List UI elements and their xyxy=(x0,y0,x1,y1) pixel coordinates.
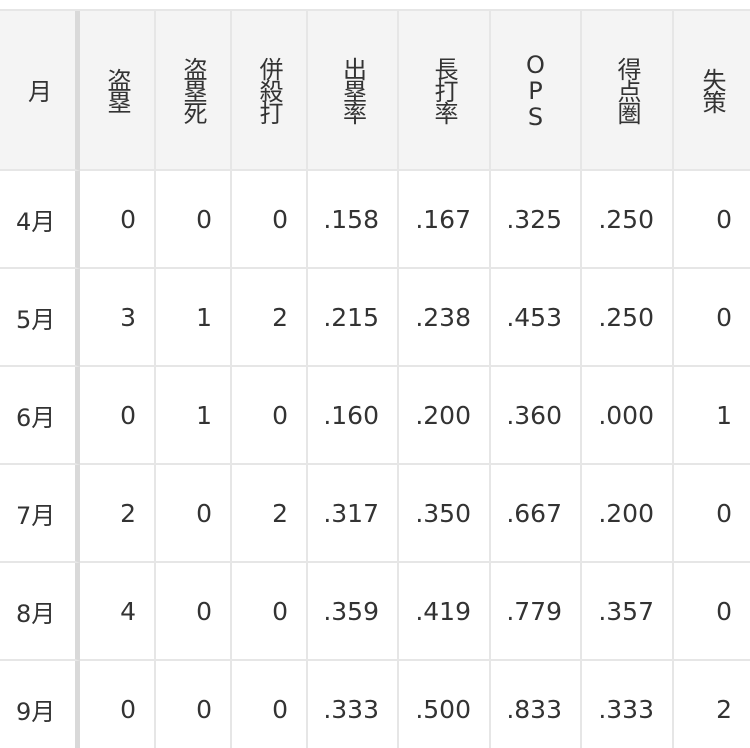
value-cell-text: 0 xyxy=(674,171,750,269)
value-cell-text: 0 xyxy=(232,661,308,748)
value-cell-text: .000 xyxy=(582,367,674,465)
value-cell-text: .350 xyxy=(399,465,491,563)
value-cell-text: .419 xyxy=(399,563,491,661)
value-cell-text: .200 xyxy=(399,367,491,465)
header-cell-text: 得点圏 xyxy=(613,57,641,123)
value-cell-text: 1 xyxy=(156,269,232,367)
value-cell-text: 0 xyxy=(80,661,156,748)
month-cell-text: 4月 xyxy=(0,171,80,269)
month-cell-text: 9月 xyxy=(0,661,80,748)
table-top-border xyxy=(0,9,750,11)
header-cell-text: 出塁率 xyxy=(338,57,367,123)
value-cell-text: .215 xyxy=(308,269,399,367)
value-cell-text: .238 xyxy=(399,269,491,367)
value-cell-text: 2 xyxy=(232,269,308,367)
value-cell-text: .779 xyxy=(491,563,582,661)
value-cell-text: .200 xyxy=(582,465,674,563)
value-cell-text: 0 xyxy=(232,563,308,661)
header-cell: 併殺打 xyxy=(232,11,308,171)
value-cell-text: 0 xyxy=(156,563,232,661)
header-cell-text: 盗塁死 xyxy=(179,57,207,123)
value-cell-text: 0 xyxy=(232,171,308,269)
value-cell-text: .833 xyxy=(491,661,582,748)
value-cell-text: 2 xyxy=(232,465,308,563)
value-cell-text: 0 xyxy=(80,367,156,465)
value-cell-text: 1 xyxy=(674,367,750,465)
value-cell-text: .250 xyxy=(582,269,674,367)
value-cell-text: .453 xyxy=(491,269,582,367)
value-cell-text: .359 xyxy=(308,563,399,661)
value-cell-text: .167 xyxy=(399,171,491,269)
header-cell-text: 長打率 xyxy=(430,57,458,123)
value-cell-text: .333 xyxy=(308,661,399,748)
value-cell-text: .250 xyxy=(582,171,674,269)
header-cell: 盗塁 xyxy=(80,11,156,171)
header-cell-text: 併殺打 xyxy=(255,57,283,123)
header-cell: 月 xyxy=(0,11,80,171)
header-cell-text: 失策 xyxy=(698,68,726,112)
header-cell: 盗塁死 xyxy=(156,11,232,171)
month-cell-text: 5月 xyxy=(0,269,80,367)
header-cell: 得点圏 xyxy=(582,11,674,171)
value-cell-text: .317 xyxy=(308,465,399,563)
value-cell-text: 0 xyxy=(232,367,308,465)
value-cell-text: .500 xyxy=(399,661,491,748)
value-cell-text: .357 xyxy=(582,563,674,661)
month-cell-text: 7月 xyxy=(0,465,80,563)
value-cell-text: .667 xyxy=(491,465,582,563)
value-cell-text: 3 xyxy=(80,269,156,367)
value-cell-text: .360 xyxy=(491,367,582,465)
header-cell: 失策 xyxy=(674,11,750,171)
value-cell-text: .325 xyxy=(491,171,582,269)
value-cell-text: 0 xyxy=(674,563,750,661)
value-cell-text: .158 xyxy=(308,171,399,269)
header-cell: OPS xyxy=(491,11,582,171)
value-cell-text: 0 xyxy=(674,465,750,563)
value-cell-text: .333 xyxy=(582,661,674,748)
value-cell-text: 0 xyxy=(156,171,232,269)
value-cell-text: 4 xyxy=(80,563,156,661)
value-cell-text: 0 xyxy=(156,465,232,563)
value-cell-text: 1 xyxy=(156,367,232,465)
header-cell-text: 盗塁 xyxy=(103,68,131,112)
value-cell-text: .160 xyxy=(308,367,399,465)
header-cell: 出塁率 xyxy=(308,11,399,171)
value-cell-text: 2 xyxy=(674,661,750,748)
month-cell-text: 8月 xyxy=(0,563,80,661)
value-cell-text: 0 xyxy=(674,269,750,367)
value-cell-text: 0 xyxy=(80,171,156,269)
header-cell: 長打率 xyxy=(399,11,491,171)
header-cell-text: OPS xyxy=(521,51,550,129)
value-cell-text: 2 xyxy=(80,465,156,563)
month-cell-text: 6月 xyxy=(0,367,80,465)
value-cell-text: 0 xyxy=(156,661,232,748)
header-cell-text: 月 xyxy=(23,79,52,101)
